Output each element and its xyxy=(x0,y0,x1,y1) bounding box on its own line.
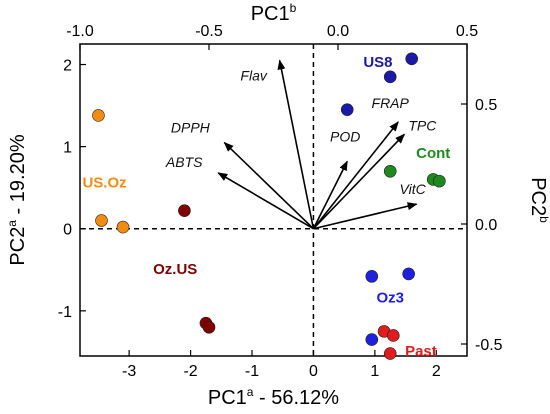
top-tick-label: 0.0 xyxy=(327,23,349,40)
point-past xyxy=(386,329,400,342)
group-label-us8: US8 xyxy=(363,54,392,71)
point-us-oz xyxy=(116,220,130,234)
top-tick-label: 0.5 xyxy=(456,23,478,40)
group-label-past: Past xyxy=(405,343,437,360)
x-tick-label: -1 xyxy=(245,363,259,380)
point-oz3 xyxy=(402,267,415,281)
vector-label-flav: Flav xyxy=(240,67,267,83)
x-axis-title: PC1a - 56.12% xyxy=(208,385,339,409)
point-us8 xyxy=(405,52,419,66)
top-tick-label: -1.0 xyxy=(66,23,94,40)
right-tick-label: 0.0 xyxy=(475,217,497,234)
point-oz3 xyxy=(365,270,379,283)
point-us8 xyxy=(383,70,397,84)
vector-label-frap: FRAP xyxy=(372,95,410,111)
x-tick-label: 2 xyxy=(432,363,441,380)
right-tick-label: 0.5 xyxy=(475,97,497,114)
top-axis-title: PC1b xyxy=(251,1,297,25)
y-axis-title: PC2a - 19.20% xyxy=(5,134,29,265)
vector-label-pod: POD xyxy=(330,128,360,144)
y-tick-label: -1 xyxy=(58,304,72,321)
vector-arrow-tpc xyxy=(312,133,406,230)
group-label-cont: Cont xyxy=(416,145,450,162)
plot-frame xyxy=(79,43,468,357)
group-label-oz3: Oz3 xyxy=(376,290,404,307)
point-past xyxy=(383,347,397,360)
vector-label-tpc: TPC xyxy=(408,117,437,133)
y-tick-label: 2 xyxy=(63,58,72,75)
x-tick-label: -3 xyxy=(122,363,136,380)
group-label-oz-us: Oz.US xyxy=(153,261,197,278)
vector-arrow-abts xyxy=(217,172,314,230)
vector-arrow-pod xyxy=(312,160,348,230)
y-tick-label: 1 xyxy=(63,140,72,157)
vector-arrow-frap xyxy=(312,121,399,230)
y-tick-label: 0 xyxy=(63,222,72,239)
vector-arrow-dpph xyxy=(223,141,314,230)
point-oz-us xyxy=(202,320,216,334)
point-us8 xyxy=(340,103,354,116)
right-axis-title: PC2b xyxy=(527,177,550,223)
x-tick-label: 0 xyxy=(309,363,318,380)
right-tick-label: -0.5 xyxy=(475,337,503,354)
vector-label-abts: ABTS xyxy=(165,154,203,170)
x-tick-label: 1 xyxy=(370,363,379,380)
vector-arrow-vitc xyxy=(313,202,418,230)
vector-label-dpph: DPPH xyxy=(171,120,211,136)
point-cont xyxy=(383,164,397,178)
vector-label-vitc: VitC xyxy=(400,181,427,197)
x-tick-label: -2 xyxy=(183,363,197,380)
point-oz3 xyxy=(365,333,379,346)
point-oz-us xyxy=(178,204,191,217)
group-label-us-oz: US.Oz xyxy=(82,175,126,192)
point-us-oz xyxy=(95,214,108,227)
point-us-oz xyxy=(92,109,105,122)
point-cont xyxy=(433,174,446,188)
top-tick-label: -0.5 xyxy=(195,23,223,40)
vector-arrow-flav xyxy=(277,59,315,229)
